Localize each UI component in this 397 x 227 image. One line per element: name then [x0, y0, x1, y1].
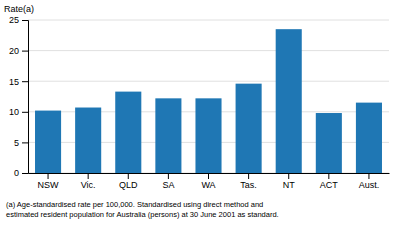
tick-label: Vic.	[81, 180, 96, 190]
tick-mark	[48, 173, 49, 179]
tick-label: QLD	[119, 180, 138, 190]
grid	[28, 20, 389, 173]
tick-label: Aust.	[359, 180, 380, 190]
grid-line	[28, 50, 389, 51]
bar	[155, 98, 181, 173]
y-tick: 10	[9, 107, 28, 117]
bar	[316, 113, 342, 173]
chart: 0 5 10 15 20 25 NSW Vic. QLD SA WA Tas. NT ACT Aust. Ra…	[0, 0, 397, 227]
tick-mark	[22, 173, 28, 174]
tick-mark	[22, 112, 28, 113]
tick-label: WA	[201, 180, 215, 190]
footnote: estimated resident population for Austra…	[6, 210, 279, 219]
bar	[35, 111, 61, 173]
footnote: (a) Age-standardised rate per 100,000. S…	[6, 200, 263, 209]
y-tick: 25	[9, 15, 28, 25]
bar	[236, 84, 262, 173]
tick-label: SA	[162, 180, 174, 190]
axis-line	[22, 21, 29, 174]
grid-line	[28, 20, 389, 21]
bar	[115, 92, 141, 173]
tick-label: 5	[14, 138, 19, 148]
bars	[35, 29, 382, 173]
tick-label: NT	[283, 180, 295, 190]
x-tick: Tas.	[240, 173, 257, 190]
x-tick: WA	[201, 173, 215, 190]
grid-line	[28, 81, 389, 82]
tick-label: 0	[14, 168, 19, 178]
tick-mark	[22, 81, 28, 82]
tick-mark	[168, 173, 169, 179]
tick-label: 10	[9, 107, 19, 117]
y-label: Rate(a)	[4, 4, 34, 14]
tick-label: 15	[9, 77, 19, 87]
y-tick: 0	[14, 168, 28, 178]
y-tick: 5	[14, 138, 28, 148]
tick-mark	[22, 142, 28, 143]
tick-label: 20	[9, 46, 19, 56]
tick-mark	[22, 51, 28, 52]
tick-mark	[208, 173, 209, 179]
y-tick: 20	[9, 46, 28, 56]
bar	[276, 29, 302, 173]
bar	[75, 108, 101, 173]
tick-label: NSW	[38, 180, 60, 190]
y-tick: 15	[9, 77, 28, 87]
tick-label: ACT	[320, 180, 339, 190]
tick-mark	[288, 173, 289, 179]
tick-mark	[22, 20, 28, 21]
x-tick: NT	[283, 173, 295, 190]
x-axis: NSW Vic. QLD SA WA Tas. NT ACT Aust.	[29, 173, 390, 190]
x-tick: Vic.	[81, 173, 96, 190]
x-tick: QLD	[119, 173, 138, 190]
y-axis: 0 5 10 15 20 25	[9, 15, 29, 178]
x-tick: Aust.	[359, 173, 380, 190]
tick-label: 25	[9, 15, 19, 25]
tick-mark	[328, 173, 329, 179]
tick-mark	[248, 173, 249, 179]
bar	[356, 103, 382, 173]
x-tick: ACT	[320, 173, 339, 190]
x-tick: NSW	[38, 173, 60, 190]
tick-mark	[128, 173, 129, 179]
tick-mark	[88, 173, 89, 179]
tick-label: Tas.	[240, 180, 257, 190]
tick-mark	[368, 173, 369, 179]
x-tick: SA	[162, 173, 174, 190]
bar	[195, 98, 221, 173]
